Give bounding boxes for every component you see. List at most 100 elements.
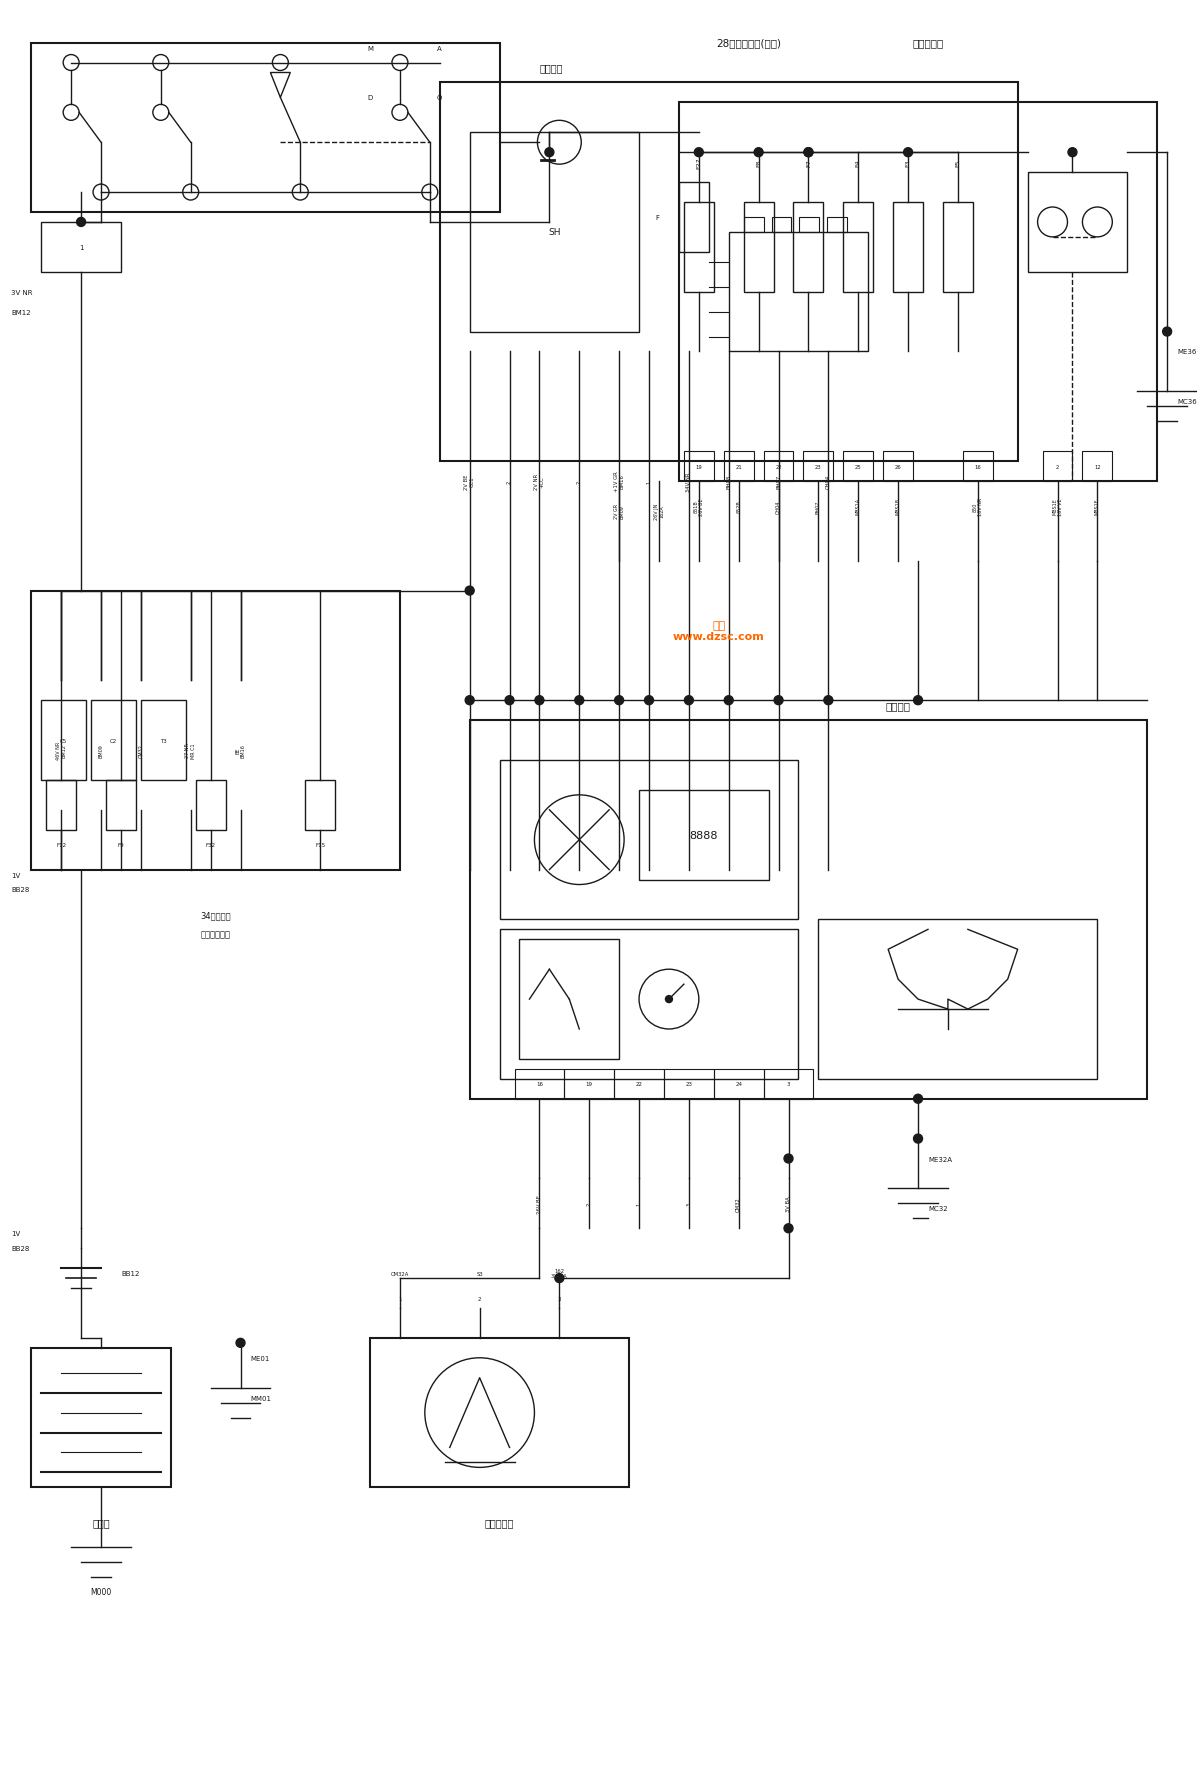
Text: F15: F15 bbox=[316, 842, 325, 847]
Bar bbox=[370, 1339, 629, 1488]
Text: 2V BE
CC1: 2V BE CC1 bbox=[464, 473, 475, 490]
Text: MBS1B: MBS1B bbox=[895, 498, 901, 514]
Bar bbox=[31, 43, 499, 214]
Text: 16: 16 bbox=[536, 1082, 542, 1086]
Text: 22: 22 bbox=[636, 1082, 642, 1086]
Text: 点火开关: 点火开关 bbox=[540, 64, 563, 73]
Bar bbox=[305, 780, 335, 829]
Text: 3V NR: 3V NR bbox=[11, 290, 32, 295]
Text: A: A bbox=[438, 46, 442, 52]
Text: 24: 24 bbox=[736, 1082, 742, 1086]
Circle shape bbox=[1163, 328, 1171, 336]
Bar bbox=[893, 203, 923, 292]
Bar bbox=[91, 701, 136, 780]
Bar bbox=[793, 203, 823, 292]
Text: BB28: BB28 bbox=[11, 1246, 30, 1251]
Text: 26V BE: 26V BE bbox=[536, 1194, 542, 1214]
Circle shape bbox=[684, 696, 694, 705]
Bar bbox=[883, 452, 913, 482]
Text: 智能控制盒: 智能控制盒 bbox=[912, 39, 943, 48]
Text: F8: F8 bbox=[756, 160, 761, 167]
Text: 2: 2 bbox=[508, 481, 512, 484]
Text: F3: F3 bbox=[906, 158, 911, 167]
Circle shape bbox=[784, 1155, 793, 1164]
Text: 852B: 852B bbox=[736, 500, 742, 513]
Bar bbox=[196, 780, 226, 829]
Circle shape bbox=[466, 696, 474, 705]
Text: 2V NR
+CC: 2V NR +CC bbox=[534, 473, 545, 490]
Text: BH08: BH08 bbox=[726, 475, 731, 490]
Text: F12: F12 bbox=[56, 842, 66, 847]
Text: BH07: BH07 bbox=[816, 500, 821, 513]
Bar bbox=[744, 217, 763, 233]
Circle shape bbox=[695, 150, 703, 158]
Text: F32: F32 bbox=[205, 842, 216, 847]
Text: BB28: BB28 bbox=[11, 886, 30, 894]
Bar bbox=[640, 790, 768, 879]
Text: F: F bbox=[655, 215, 659, 221]
Text: 850
16V NR: 850 16V NR bbox=[972, 497, 983, 516]
Text: BM09: BM09 bbox=[98, 744, 103, 758]
Bar bbox=[1043, 452, 1073, 482]
Bar bbox=[844, 452, 874, 482]
Circle shape bbox=[1068, 150, 1076, 158]
Text: CH04: CH04 bbox=[826, 475, 830, 490]
Circle shape bbox=[644, 696, 654, 705]
Bar bbox=[804, 452, 833, 482]
Circle shape bbox=[575, 696, 583, 705]
Bar bbox=[943, 203, 973, 292]
Circle shape bbox=[535, 696, 544, 705]
Text: 发动机控制盒: 发动机控制盒 bbox=[200, 931, 230, 940]
Bar bbox=[728, 233, 869, 352]
Text: MM01: MM01 bbox=[251, 1396, 271, 1401]
Circle shape bbox=[913, 1134, 923, 1143]
Text: 1: 1 bbox=[636, 1202, 642, 1205]
Text: 23: 23 bbox=[685, 1082, 692, 1086]
Text: 组合仪表: 组合仪表 bbox=[886, 701, 911, 710]
Text: MBS1E
16V VE: MBS1E 16V VE bbox=[1052, 498, 1063, 516]
Text: BH07: BH07 bbox=[776, 475, 781, 490]
Text: 28路熔断器盒(座舱): 28路熔断器盒(座舱) bbox=[716, 39, 781, 48]
Bar bbox=[763, 1070, 814, 1098]
Text: 2: 2 bbox=[577, 481, 582, 484]
Text: 1: 1 bbox=[79, 244, 83, 251]
Bar bbox=[684, 452, 714, 482]
Text: 19: 19 bbox=[696, 465, 702, 470]
Text: 蓄电池: 蓄电池 bbox=[92, 1517, 110, 1527]
Bar bbox=[515, 1070, 564, 1098]
Text: O: O bbox=[437, 96, 443, 101]
Bar bbox=[844, 203, 874, 292]
Text: SH: SH bbox=[548, 228, 560, 237]
Text: 1: 1 bbox=[398, 1296, 402, 1301]
Text: 3V BA: 3V BA bbox=[786, 1196, 791, 1212]
Circle shape bbox=[236, 1339, 245, 1347]
Text: 2: 2 bbox=[1056, 465, 1060, 470]
Text: CM32: CM32 bbox=[736, 1196, 742, 1210]
Text: ME36: ME36 bbox=[1177, 349, 1196, 356]
Text: 23: 23 bbox=[815, 465, 822, 470]
Bar bbox=[520, 940, 619, 1059]
Text: 2: 2 bbox=[587, 1202, 592, 1205]
Text: 22: 22 bbox=[775, 465, 782, 470]
Text: 1: 1 bbox=[647, 481, 652, 484]
Text: F27: F27 bbox=[696, 157, 701, 169]
Text: 46V NR
BM12: 46V NR BM12 bbox=[55, 742, 66, 760]
Text: 1V: 1V bbox=[11, 872, 20, 878]
Text: 25: 25 bbox=[854, 465, 862, 470]
Bar bbox=[469, 721, 1147, 1098]
Text: MBS1A: MBS1A bbox=[856, 498, 860, 514]
Text: F9: F9 bbox=[118, 842, 125, 847]
Text: 2: 2 bbox=[478, 1296, 481, 1301]
Circle shape bbox=[666, 997, 672, 1002]
Text: BE
BM16: BE BM16 bbox=[235, 744, 246, 758]
Text: +1V GR
BM16: +1V GR BM16 bbox=[613, 472, 624, 491]
Text: C5: C5 bbox=[60, 739, 67, 742]
Text: BM12: BM12 bbox=[11, 310, 31, 315]
Bar bbox=[106, 780, 136, 829]
Text: M000: M000 bbox=[90, 1588, 112, 1597]
Bar bbox=[664, 1070, 714, 1098]
Circle shape bbox=[804, 150, 812, 158]
Circle shape bbox=[913, 696, 923, 705]
Text: F4: F4 bbox=[856, 158, 860, 167]
Text: 车速传感器: 车速传感器 bbox=[485, 1517, 515, 1527]
